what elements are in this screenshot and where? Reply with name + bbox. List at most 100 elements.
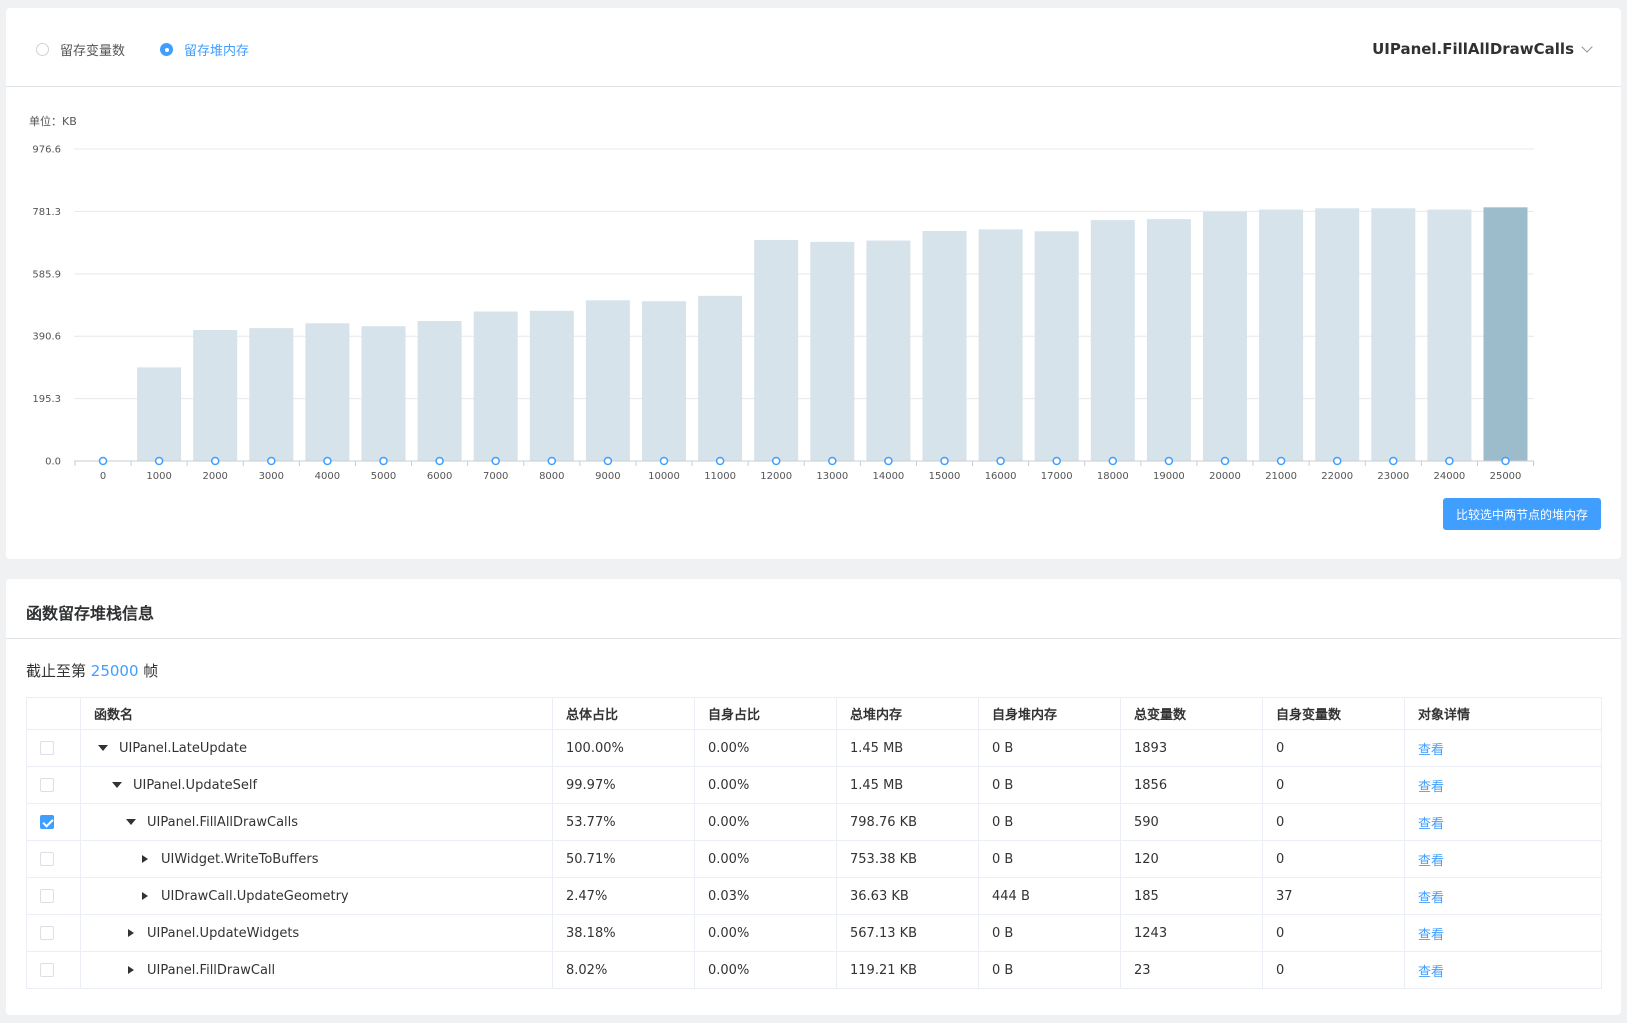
frame-node-marker[interactable] <box>828 456 837 466</box>
caret-right-icon[interactable] <box>128 929 134 937</box>
frame-node-marker[interactable] <box>323 456 332 466</box>
frame-node-marker[interactable] <box>98 456 108 466</box>
radio-retained-vars-label: 留存变量数 <box>60 43 126 59</box>
heap-bar[interactable] <box>1203 211 1247 461</box>
caret-right-icon[interactable] <box>142 855 148 863</box>
table-row[interactable]: UIDrawCall.UpdateGeometry 2.47% 0.03% 36.63… <box>26 877 1602 915</box>
view-detail-link[interactable]: 查看 <box>1418 890 1445 906</box>
heap-bar[interactable] <box>1427 209 1472 461</box>
view-detail-link[interactable]: 查看 <box>1418 742 1445 758</box>
heap-bar[interactable] <box>473 311 518 461</box>
view-detail-link[interactable]: 查看 <box>1418 853 1445 869</box>
heap-bar[interactable] <box>361 326 406 461</box>
frame-node-marker[interactable] <box>771 456 781 466</box>
stack-panel-header: 函数留存堆栈信息 <box>6 579 1621 639</box>
x-tick-label: 12000 <box>760 471 792 482</box>
radio-retained-heap[interactable]: 留存堆内存 <box>160 39 249 59</box>
total-pct-cell: 2.47% <box>552 877 695 915</box>
row-checkbox[interactable] <box>40 741 54 755</box>
heap-bar[interactable] <box>810 241 855 461</box>
table-row[interactable]: UIWidget.WriteToBuffers 50.71% 0.00% 753.38… <box>26 840 1602 878</box>
heap-bar[interactable] <box>1259 209 1304 461</box>
frame-node-marker[interactable] <box>1276 456 1286 466</box>
frame-node-marker[interactable] <box>210 456 220 466</box>
frame-node-marker[interactable] <box>1389 456 1398 466</box>
frame-node-marker[interactable] <box>940 456 949 466</box>
marker-layer <box>98 456 1510 466</box>
heap-bar[interactable] <box>585 300 630 461</box>
table-row[interactable]: UIPanel.FillAllDrawCalls 53.77% 0.00% 798.7… <box>26 803 1602 841</box>
caret-down-icon[interactable] <box>112 782 122 788</box>
heap-bar[interactable] <box>1034 231 1079 461</box>
heap-bar[interactable] <box>1090 220 1135 461</box>
frame-node-marker[interactable] <box>1445 456 1454 466</box>
view-detail-link[interactable]: 查看 <box>1418 964 1445 980</box>
heap-bar[interactable] <box>642 301 686 461</box>
frame-node-marker[interactable] <box>1501 456 1510 466</box>
table-row[interactable]: UIPanel.LateUpdate 100.00% 0.00% 1.45 MB 0 B… <box>26 729 1602 767</box>
row-checkbox[interactable] <box>40 889 54 903</box>
caret-down-icon[interactable] <box>98 745 108 751</box>
frame-node-marker[interactable] <box>491 456 500 466</box>
view-detail-link[interactable]: 查看 <box>1418 779 1445 795</box>
view-detail-link[interactable]: 查看 <box>1418 816 1445 832</box>
function-name-cell: UIWidget.WriteToBuffers <box>80 840 553 878</box>
frame-node-marker[interactable] <box>996 456 1005 466</box>
frame-node-marker[interactable] <box>603 456 613 466</box>
heap-bar[interactable] <box>1371 208 1416 461</box>
row-checkbox[interactable] <box>40 852 54 866</box>
frame-node-marker[interactable] <box>1108 456 1118 466</box>
frame-node-marker[interactable] <box>1052 456 1061 466</box>
frame-node-marker[interactable] <box>715 456 725 466</box>
caret-down-icon[interactable] <box>126 819 136 825</box>
radio-circle[interactable] <box>160 42 173 56</box>
heap-bar[interactable] <box>922 230 967 461</box>
header-total-vars: 总变量数 <box>1120 697 1263 730</box>
function-name-cell: UIPanel.LateUpdate <box>80 729 553 767</box>
function-name: UIPanel.LateUpdate <box>119 740 247 756</box>
table-row[interactable]: UIPanel.UpdateWidgets 38.18% 0.00% 567.13 K… <box>26 914 1602 952</box>
table-row[interactable]: UIPanel.FillDrawCall 8.02% 0.00% 119.21 KB 0… <box>26 951 1602 989</box>
heap-bar[interactable] <box>866 240 911 461</box>
heap-bar[interactable] <box>417 321 462 461</box>
x-tick-label: 20000 <box>1209 471 1241 482</box>
heap-bar[interactable] <box>698 295 743 461</box>
self-vars-cell: 0 <box>1262 766 1405 804</box>
function-select[interactable]: UIPanel.FillAllDrawCalls <box>1372 36 1593 62</box>
caret-right-icon[interactable] <box>142 892 148 900</box>
frame-node-marker[interactable] <box>379 456 388 466</box>
radio-retained-vars[interactable]: 留存变量数 <box>36 39 125 59</box>
frame-node-marker[interactable] <box>154 456 164 466</box>
heap-bar[interactable] <box>1146 219 1191 461</box>
function-name: UIPanel.FillAllDrawCalls <box>147 814 299 830</box>
frame-node-marker[interactable] <box>659 456 669 466</box>
frame-node-marker[interactable] <box>884 456 893 466</box>
heap-bar[interactable] <box>137 367 182 461</box>
frame-node-marker[interactable] <box>267 456 276 466</box>
row-checkbox[interactable] <box>40 963 54 977</box>
x-tick-label: 4000 <box>315 471 340 482</box>
frame-node-marker[interactable] <box>435 456 444 466</box>
heap-bar[interactable] <box>193 330 238 461</box>
heap-bar[interactable] <box>754 239 799 461</box>
y-axis-unit-label: 单位：KB <box>29 114 77 128</box>
radio-circle[interactable] <box>36 42 49 56</box>
frame-node-marker[interactable] <box>1164 456 1174 466</box>
heap-bar[interactable] <box>249 328 294 461</box>
heap-bar[interactable] <box>1483 207 1528 461</box>
row-checkbox[interactable] <box>40 815 54 829</box>
row-checkbox[interactable] <box>40 778 54 792</box>
frame-node-marker[interactable] <box>1332 456 1342 466</box>
select-cell <box>26 766 81 804</box>
view-detail-link[interactable]: 查看 <box>1418 927 1445 943</box>
heap-bar[interactable] <box>305 323 350 461</box>
frame-node-marker[interactable] <box>547 456 557 466</box>
heap-bar[interactable] <box>1315 208 1360 461</box>
frame-node-marker[interactable] <box>1220 456 1230 466</box>
compare-heap-button[interactable]: 比较选中两节点的堆内存 <box>1443 498 1601 530</box>
row-checkbox[interactable] <box>40 926 54 940</box>
heap-bar[interactable] <box>978 229 1023 461</box>
caret-right-icon[interactable] <box>128 966 134 974</box>
heap-bar[interactable] <box>529 310 574 461</box>
